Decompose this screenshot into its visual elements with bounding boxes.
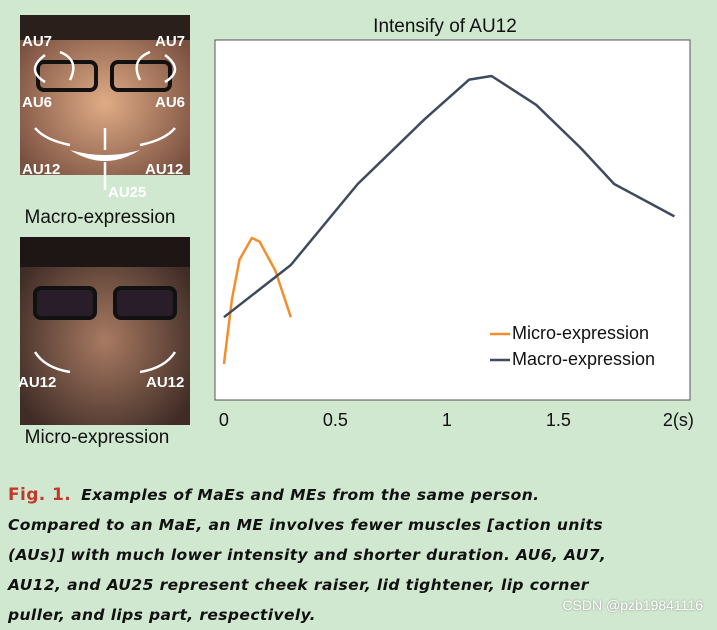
teeth — [70, 150, 140, 161]
chart-title: Intensify of AU12 — [373, 16, 517, 37]
arrow — [33, 351, 177, 374]
x-tick-label: 2(s) — [663, 410, 694, 430]
micro-face: AU12 AU12 Micro-expression — [18, 237, 190, 448]
glasses — [113, 286, 177, 320]
caption-line: AU12, and AU25 represent cheek raiser, l… — [8, 570, 713, 600]
watermark: CSDN @pzb19841116 — [562, 597, 703, 613]
caption-line: Compared to an MaE, an ME involves fewer… — [8, 510, 713, 540]
au-label: AU12 — [18, 374, 56, 391]
caption-line: (AUs)] with much lower intensity and sho… — [8, 540, 713, 570]
macro-face: AU7 AU7 AU6 AU6 AU12 AU12 AU25 Macro-exp… — [20, 15, 190, 228]
figure-number: Fig. 1. — [8, 485, 72, 505]
glasses — [33, 286, 97, 320]
au-label: AU25 — [108, 184, 146, 201]
x-tick-label: 0.5 — [323, 410, 348, 430]
hair — [20, 237, 190, 267]
legend-label: Macro-expression — [512, 349, 655, 369]
caption-line: Fig. 1. Examples of MaEs and MEs from the… — [8, 480, 713, 510]
x-tick-label: 1.5 — [546, 410, 571, 430]
caption-line: puller, and lips part, respectively. — [8, 600, 713, 630]
au-label: AU6 — [155, 94, 185, 111]
caption-text: Examples of MaEs and MEs from the same p… — [81, 486, 540, 504]
x-tick-label: 0 — [219, 410, 229, 430]
face-photo — [20, 237, 190, 425]
figure: AU7 AU7 AU6 AU6 AU12 AU12 AU25 Macro-exp… — [18, 15, 694, 448]
au-label: AU7 — [22, 33, 52, 50]
legend-label: Micro-expression — [512, 323, 649, 343]
caption-text: puller, and lips part, respectively. — [8, 606, 316, 624]
arrow — [135, 50, 177, 84]
arrow — [33, 50, 75, 84]
face-label: Macro-expression — [25, 207, 176, 228]
caption-text: (AUs)] with much lower intensity and sho… — [8, 546, 607, 564]
au-label: AU6 — [22, 94, 52, 111]
au-label: AU12 — [146, 374, 184, 391]
hair — [20, 15, 190, 40]
x-tick-label: 1 — [442, 410, 452, 430]
glasses — [110, 60, 172, 92]
arrow — [34, 127, 176, 190]
au-label: AU12 — [22, 161, 60, 178]
caption-text: AU12, and AU25 represent cheek raiser, l… — [8, 576, 589, 594]
series-line — [222, 236, 293, 365]
caption-text: Compared to an MaE, an ME involves fewer… — [8, 516, 603, 534]
plot-area — [214, 39, 691, 401]
series-line — [223, 74, 675, 319]
face-label: Micro-expression — [25, 427, 170, 448]
caption: Fig. 1. Examples of MaEs and MEs from the… — [8, 480, 713, 630]
au-label: AU7 — [155, 33, 185, 50]
au-label: AU12 — [145, 161, 183, 178]
